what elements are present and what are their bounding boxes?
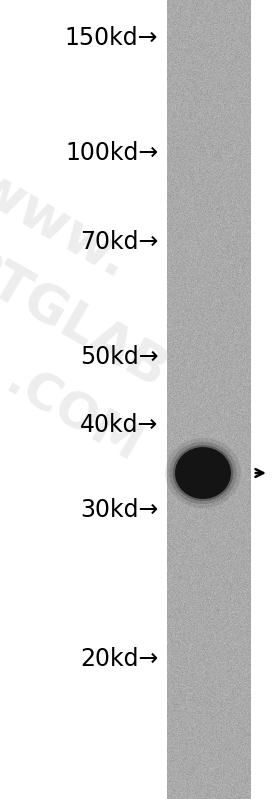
Text: 30kd→: 30kd→: [80, 498, 158, 522]
Ellipse shape: [175, 447, 231, 499]
Ellipse shape: [165, 438, 241, 508]
Text: 40kd→: 40kd→: [80, 413, 158, 437]
Text: 70kd→: 70kd→: [80, 230, 158, 254]
Text: 50kd→: 50kd→: [80, 345, 158, 369]
Text: www.: www.: [0, 157, 138, 290]
Text: .COM: .COM: [0, 358, 149, 473]
Ellipse shape: [173, 445, 233, 501]
Ellipse shape: [169, 442, 237, 504]
Text: 150kd→: 150kd→: [65, 26, 158, 50]
Text: PTGLAB: PTGLAB: [0, 239, 175, 400]
Text: 100kd→: 100kd→: [65, 141, 158, 165]
Text: 20kd→: 20kd→: [80, 647, 158, 671]
